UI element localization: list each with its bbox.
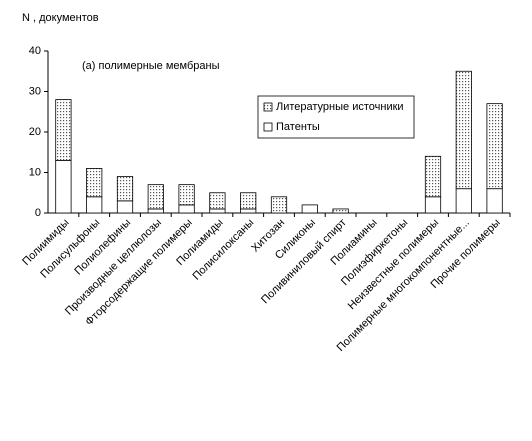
- bar-segment: [455, 188, 472, 214]
- bar-segment: [116, 176, 134, 202]
- bar-segment: [147, 208, 164, 214]
- legend-swatch: [263, 102, 273, 112]
- bar-segment: [486, 103, 503, 190]
- bar-segment: [55, 159, 72, 214]
- y-tick-label: 0: [35, 207, 41, 219]
- bar-segment: [55, 99, 72, 161]
- bar-segment: [86, 168, 103, 198]
- bar-segment: [486, 188, 503, 214]
- bar-segment: [270, 196, 288, 214]
- y-tick-label: 30: [29, 85, 41, 97]
- annotation: (а) полимерные мембраны: [82, 60, 220, 72]
- bar-segment: [240, 208, 257, 214]
- bar-segment: [178, 184, 195, 206]
- bar-segment: [240, 192, 257, 210]
- bar-segment: [424, 155, 442, 198]
- legend-swatch: [263, 122, 273, 132]
- bar-segment: [178, 204, 195, 214]
- legend-box: [257, 95, 415, 139]
- bar-segment: [455, 70, 472, 190]
- bar-segment: [209, 192, 226, 210]
- bar-segment: [332, 208, 349, 214]
- bar-segment: [147, 184, 164, 210]
- legend-label: Литературные источники: [276, 101, 404, 113]
- bar-segment: [424, 196, 442, 214]
- bar-segment: [116, 200, 134, 214]
- bar-segment: [209, 208, 226, 214]
- bar-segment: [301, 204, 318, 214]
- y-tick-label: 10: [29, 166, 41, 178]
- legend-label: Патенты: [276, 121, 320, 133]
- y-tick-label: 40: [29, 45, 41, 57]
- y-tick-label: 20: [29, 126, 41, 138]
- y-axis-label: N , документов: [22, 12, 99, 24]
- bar-segment: [86, 196, 103, 214]
